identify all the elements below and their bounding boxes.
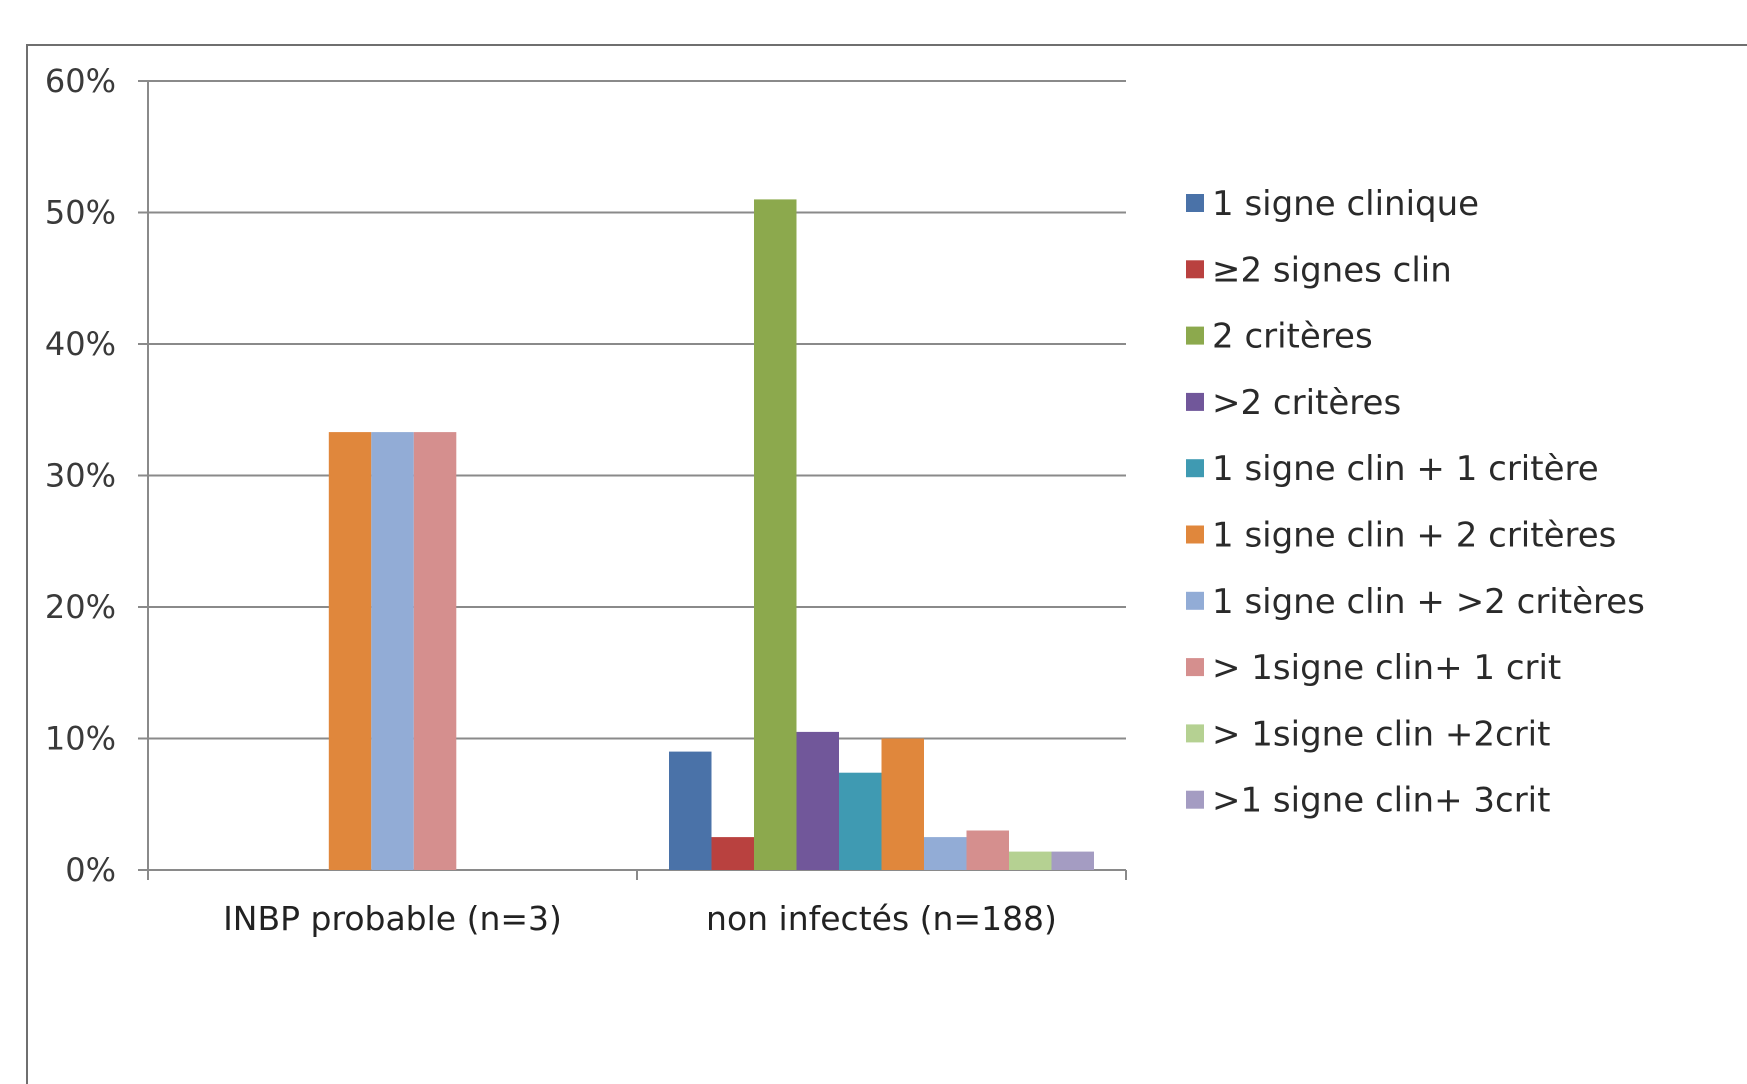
bar (1051, 851, 1094, 870)
x-axis-category-labels: INBP probable (n=3) non infectés (n=188) (223, 899, 1057, 938)
bar (881, 738, 924, 870)
legend-label: 1 signe clin + 1 critère (1212, 449, 1599, 489)
bar (328, 432, 372, 870)
legend-swatch (1186, 658, 1204, 677)
x-category-label: non infectés (n=188) (706, 899, 1057, 938)
legend-label: 1 signe clinique (1212, 184, 1479, 224)
legend-label: 2 critères (1212, 317, 1373, 357)
legend-swatch (1186, 326, 1204, 345)
legend-swatch (1186, 260, 1204, 279)
legend-label: >2 critères (1212, 383, 1401, 423)
legend-swatch (1186, 591, 1204, 610)
y-tick-label: 60% (45, 62, 116, 100)
legend-label: 1 signe clin + 2 critères (1212, 516, 1616, 556)
bar-chart: 0% 10% 20% 30% 40% 50% 60% INBP probable (n=3)… (45, 62, 1645, 938)
legend-label: >1 signe clin+ 3crit (1212, 781, 1550, 821)
bar (669, 751, 712, 870)
x-category-label: INBP probable (n=3) (223, 899, 562, 938)
y-axis-tick-labels: 0% 10% 20% 30% 40% 50% 60% (45, 62, 116, 889)
legend-swatch (1186, 459, 1204, 478)
legend-swatch (1186, 194, 1204, 212)
chart-frame (26, 44, 1747, 1084)
legend-swatch (1186, 525, 1204, 544)
bar (1009, 851, 1052, 870)
axes (138, 80, 1127, 880)
bar (796, 731, 839, 870)
bar (839, 772, 882, 870)
y-tick-label: 0% (65, 851, 116, 889)
bar (966, 830, 1009, 870)
bar (924, 837, 967, 870)
y-tick-label: 40% (45, 325, 116, 363)
y-tick-label: 30% (45, 457, 116, 495)
y-tick-label: 50% (45, 194, 116, 232)
legend: 1 signe clinique ≥2 signes clin 2 critères… (1186, 184, 1645, 821)
y-tick-label: 10% (45, 720, 116, 758)
gridlines (148, 80, 1126, 740)
legend-label: > 1signe clin+ 1 crit (1212, 648, 1561, 688)
legend-swatch (1186, 790, 1204, 809)
legend-label: > 1signe clin +2crit (1212, 714, 1550, 754)
bar (371, 432, 414, 870)
legend-label: 1 signe clin + >2 critères (1212, 582, 1645, 622)
bar (413, 432, 457, 870)
bar (711, 837, 754, 870)
bars (328, 199, 1094, 870)
legend-swatch (1186, 724, 1204, 743)
bar (754, 199, 797, 870)
y-tick-label: 20% (45, 588, 116, 626)
legend-label: ≥2 signes clin (1212, 250, 1452, 290)
legend-swatch (1186, 392, 1204, 411)
